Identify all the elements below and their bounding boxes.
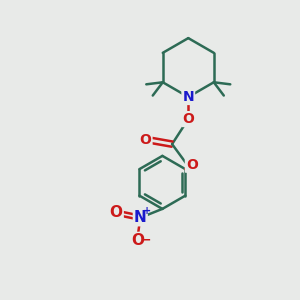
Text: O: O (131, 233, 144, 248)
Text: +: + (143, 206, 151, 216)
Text: N: N (134, 210, 147, 225)
Text: N: N (182, 90, 194, 104)
Text: O: O (186, 158, 198, 172)
Text: −: − (140, 234, 151, 247)
Text: O: O (182, 112, 194, 126)
Text: O: O (110, 205, 123, 220)
Text: O: O (140, 133, 152, 147)
